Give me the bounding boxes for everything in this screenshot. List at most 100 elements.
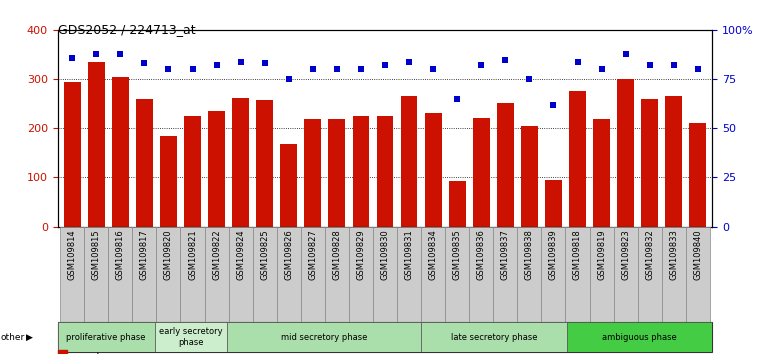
Bar bbox=[494, 227, 517, 322]
Bar bbox=[545, 180, 562, 227]
Bar bbox=[60, 227, 84, 322]
Bar bbox=[373, 227, 397, 322]
Point bbox=[451, 96, 464, 102]
Bar bbox=[112, 77, 129, 227]
Text: ▶: ▶ bbox=[26, 333, 33, 342]
Point bbox=[90, 51, 102, 57]
Point bbox=[234, 59, 246, 64]
Point bbox=[330, 67, 343, 72]
Bar bbox=[353, 115, 370, 227]
Bar bbox=[614, 227, 638, 322]
Text: GSM109825: GSM109825 bbox=[260, 229, 269, 280]
Point bbox=[162, 67, 175, 72]
Point bbox=[186, 67, 199, 72]
Text: count: count bbox=[71, 352, 101, 354]
Text: late secretory phase: late secretory phase bbox=[450, 333, 537, 342]
Text: GSM109819: GSM109819 bbox=[597, 229, 606, 280]
Bar bbox=[329, 119, 345, 227]
Text: GSM109816: GSM109816 bbox=[116, 229, 125, 280]
Text: GSM109838: GSM109838 bbox=[525, 229, 534, 280]
Point bbox=[114, 51, 126, 57]
Bar bbox=[541, 227, 565, 322]
Text: GSM109818: GSM109818 bbox=[573, 229, 582, 280]
Point bbox=[571, 59, 584, 64]
Text: GSM109820: GSM109820 bbox=[164, 229, 173, 280]
Text: GSM109834: GSM109834 bbox=[429, 229, 437, 280]
Text: other: other bbox=[1, 333, 25, 342]
Bar bbox=[469, 227, 494, 322]
Bar bbox=[349, 227, 373, 322]
Bar bbox=[567, 322, 712, 352]
Bar bbox=[665, 96, 682, 227]
Text: GSM109839: GSM109839 bbox=[549, 229, 558, 280]
Text: GSM109831: GSM109831 bbox=[404, 229, 413, 280]
Bar bbox=[256, 100, 273, 227]
Bar bbox=[590, 227, 614, 322]
Bar bbox=[233, 98, 249, 227]
Bar bbox=[109, 227, 132, 322]
Bar bbox=[686, 227, 710, 322]
Point bbox=[210, 63, 223, 68]
Bar bbox=[565, 227, 590, 322]
Bar bbox=[304, 119, 321, 227]
Bar bbox=[160, 136, 177, 227]
Text: GSM109828: GSM109828 bbox=[333, 229, 341, 280]
Bar bbox=[377, 115, 393, 227]
Bar bbox=[641, 99, 658, 227]
Bar bbox=[276, 227, 301, 322]
Bar bbox=[618, 79, 634, 227]
Point bbox=[547, 102, 560, 108]
Text: GDS2052 / 224713_at: GDS2052 / 224713_at bbox=[58, 23, 196, 36]
Text: GSM109832: GSM109832 bbox=[645, 229, 654, 280]
Bar bbox=[180, 227, 205, 322]
Point bbox=[619, 51, 631, 57]
Text: ambiguous phase: ambiguous phase bbox=[602, 333, 677, 342]
Point bbox=[66, 55, 79, 61]
Bar bbox=[638, 227, 661, 322]
Bar bbox=[64, 82, 81, 227]
Bar bbox=[156, 227, 180, 322]
Bar bbox=[569, 91, 586, 227]
Bar bbox=[155, 322, 227, 352]
Bar bbox=[84, 227, 109, 322]
Bar bbox=[521, 126, 537, 227]
Text: early secretory
phase: early secretory phase bbox=[159, 327, 223, 347]
Text: GSM109829: GSM109829 bbox=[357, 229, 366, 280]
Point bbox=[475, 63, 487, 68]
Text: GSM109822: GSM109822 bbox=[212, 229, 221, 280]
Point bbox=[355, 67, 367, 72]
Bar bbox=[445, 227, 469, 322]
Text: GSM109817: GSM109817 bbox=[140, 229, 149, 280]
Text: proliferative phase: proliferative phase bbox=[66, 333, 146, 342]
Text: GSM109824: GSM109824 bbox=[236, 229, 245, 280]
Text: GSM109830: GSM109830 bbox=[380, 229, 390, 280]
Point bbox=[499, 57, 511, 62]
Bar bbox=[689, 124, 706, 227]
Bar bbox=[88, 62, 105, 227]
Bar bbox=[280, 144, 297, 227]
Bar bbox=[58, 322, 155, 352]
Bar bbox=[253, 227, 276, 322]
Text: GSM109823: GSM109823 bbox=[621, 229, 630, 280]
Bar bbox=[425, 113, 441, 227]
Text: mid secretory phase: mid secretory phase bbox=[281, 333, 367, 342]
Point bbox=[283, 76, 295, 82]
Bar bbox=[227, 322, 421, 352]
Point bbox=[139, 61, 151, 66]
Point bbox=[259, 61, 271, 66]
Bar bbox=[208, 111, 225, 227]
Point bbox=[644, 63, 656, 68]
Bar bbox=[421, 322, 567, 352]
Text: GSM109814: GSM109814 bbox=[68, 229, 77, 280]
Point bbox=[524, 76, 536, 82]
Bar bbox=[661, 227, 686, 322]
Point bbox=[595, 67, 608, 72]
Bar bbox=[421, 227, 445, 322]
Bar bbox=[229, 227, 253, 322]
Bar bbox=[497, 103, 514, 227]
Point bbox=[691, 67, 704, 72]
Bar bbox=[397, 227, 421, 322]
Point bbox=[379, 63, 391, 68]
Text: GSM109821: GSM109821 bbox=[188, 229, 197, 280]
Text: GSM109835: GSM109835 bbox=[453, 229, 462, 280]
